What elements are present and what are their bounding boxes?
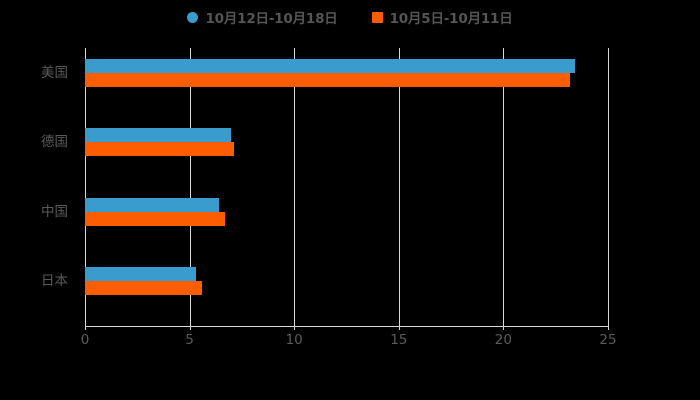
y-axis-labels: 美国 德国 中国 日本 [0,48,78,326]
bar-中国-series-1[interactable] [85,197,219,212]
bar-美国-series-1[interactable] [85,58,575,73]
x-axis-label-25: 25 [599,332,617,348]
tick-mark-0 [85,326,86,330]
y-axis-label-德国: 德国 [41,134,68,151]
bar-日本-series-1[interactable] [85,267,196,282]
tick-mark-5 [189,326,191,330]
x-axis-label-0: 0 [80,332,90,348]
x-axis-label-15: 15 [390,332,408,348]
tick-mark-15 [398,326,400,330]
legend-label-series-1: 10月12日-10月18日 [205,11,338,27]
gridline-15 [398,48,400,326]
gridline-10 [294,48,296,326]
gridline-25 [608,48,609,326]
y-axis-label-美国: 美国 [41,64,68,81]
x-axis-label-5: 5 [185,332,194,348]
x-axis-label-10: 10 [285,332,303,348]
x-axis-labels: 0 5 10 15 20 25 [0,332,700,356]
plot-area [85,48,609,326]
gridline-5 [189,48,191,326]
gridline-20 [503,48,505,326]
legend-item-series-1[interactable]: 10月12日-10月18日 [187,7,338,27]
chart-legend: 10月12日-10月18日 10月5日-10月11日 [0,4,700,30]
bar-中国-series-2[interactable] [85,211,226,226]
x-axis-label-20: 20 [494,332,512,348]
gridline-0 [85,48,86,326]
x-axis-line [85,326,609,327]
y-axis-label-中国: 中国 [41,203,68,220]
bar-德国-series-1[interactable] [85,128,232,143]
tick-mark-25 [608,326,609,330]
tick-mark-20 [503,326,505,330]
bar-美国-series-2[interactable] [85,72,571,87]
bar-日本-series-2[interactable] [85,281,203,296]
bars-layer [85,48,608,326]
legend-item-series-2[interactable]: 10月5日-10月11日 [371,7,513,27]
legend-marker-circle-icon [187,11,199,23]
legend-label-series-2: 10月5日-10月11日 [389,11,513,27]
y-axis-label-日本: 日本 [41,273,68,290]
legend-marker-square-icon [371,11,383,23]
bar-德国-series-2[interactable] [85,142,234,157]
tick-mark-10 [294,326,296,330]
